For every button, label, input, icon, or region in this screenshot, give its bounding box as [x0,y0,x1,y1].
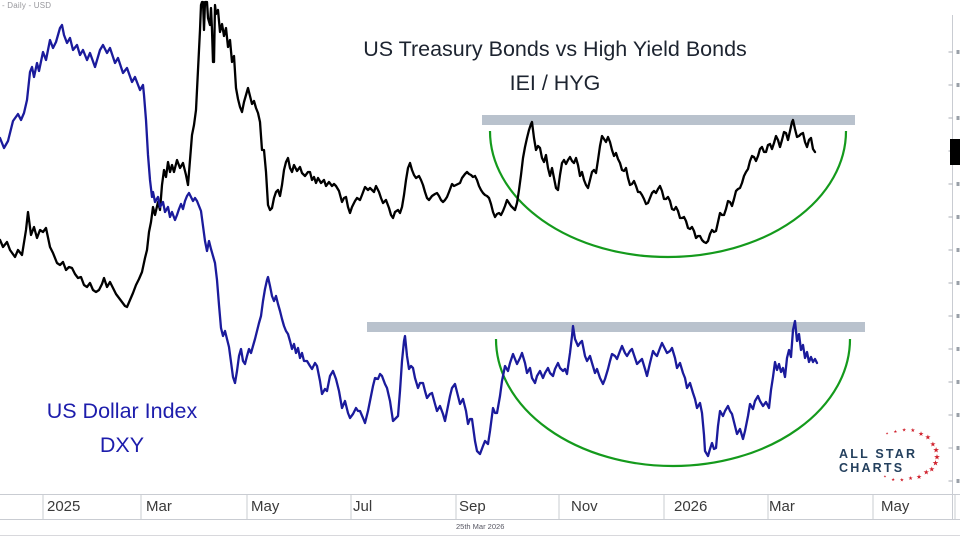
price-label-remnant [956,116,960,120]
star-icon: ★ [929,439,937,449]
price-label-remnant [956,347,960,351]
price-label-remnant [956,479,960,483]
x-axis-label-nov: Nov [571,498,598,515]
star-icon: ★ [893,428,898,434]
star-icon: ★ [924,434,931,442]
price-label-remnant [956,413,960,417]
current-price-label-box [950,139,960,165]
star-icon: ★ [899,477,905,484]
footer-date: 25th Mar 2026 [456,522,505,531]
price-label-remnant [956,182,960,186]
price-label-remnant [956,215,960,219]
chart-title: US Treasury Bonds vs High Yield Bonds IE… [270,32,840,100]
instrument-subtitle: - Daily - USD [2,1,52,10]
allstarcharts-logo: ALL STAR CHARTS [839,447,918,475]
dxy-label-line2: DXY [99,433,145,457]
resistance-bar-1 [482,115,855,125]
price-label-remnant [956,446,960,450]
date-axis[interactable]: 2025 Mar May Jul Sep Nov 2026 Mar May [0,497,960,519]
star-icon: ★ [908,476,914,483]
logo-text-line1: ALL STAR [839,447,918,461]
dxy-label-line1: US Dollar Index [46,399,198,423]
star-icon: ★ [883,474,887,479]
price-label-remnant [956,314,960,318]
price-label-remnant [956,248,960,252]
chart-title-line2: IEI / HYG [509,71,601,95]
star-icon: ★ [932,458,939,468]
x-axis-label-2026: 2026 [674,498,708,515]
chart-title-line1: US Treasury Bonds vs High Yield Bonds [363,37,747,61]
series-dxy-line [0,23,819,458]
series-iei-hyg-line [0,0,817,309]
star-icon: ★ [910,428,916,435]
price-label-remnant [956,281,960,285]
star-icon: ★ [891,476,895,482]
star-icon: ★ [928,464,936,474]
star-icon: ★ [923,469,930,477]
price-label-remnant [956,83,960,87]
star-icon: ★ [918,430,924,438]
x-axis-label-may: May [251,498,280,515]
star-icon: ★ [901,427,907,434]
dxy-label: US Dollar Index DXY [24,394,220,462]
price-label-remnant [956,380,960,384]
base-arc-1 [488,130,848,259]
base-arc-2 [494,338,852,468]
star-icon: ★ [916,473,922,481]
x-axis-label-sep: Sep [459,498,486,515]
x-axis-label-mar: Mar [146,498,172,515]
price-label-remnant [956,50,960,54]
resistance-bar-2 [367,322,865,332]
x-axis-label-may: May [881,498,910,515]
logo-text-line2: CHARTS [839,460,905,475]
x-axis-label-2025: 2025 [47,498,81,515]
star-icon: ★ [932,445,940,455]
x-axis-label-jul: Jul [353,498,373,515]
star-icon: ★ [933,452,941,462]
star-icon: ★ [885,431,889,436]
x-axis-label-mar: Mar [769,498,795,515]
